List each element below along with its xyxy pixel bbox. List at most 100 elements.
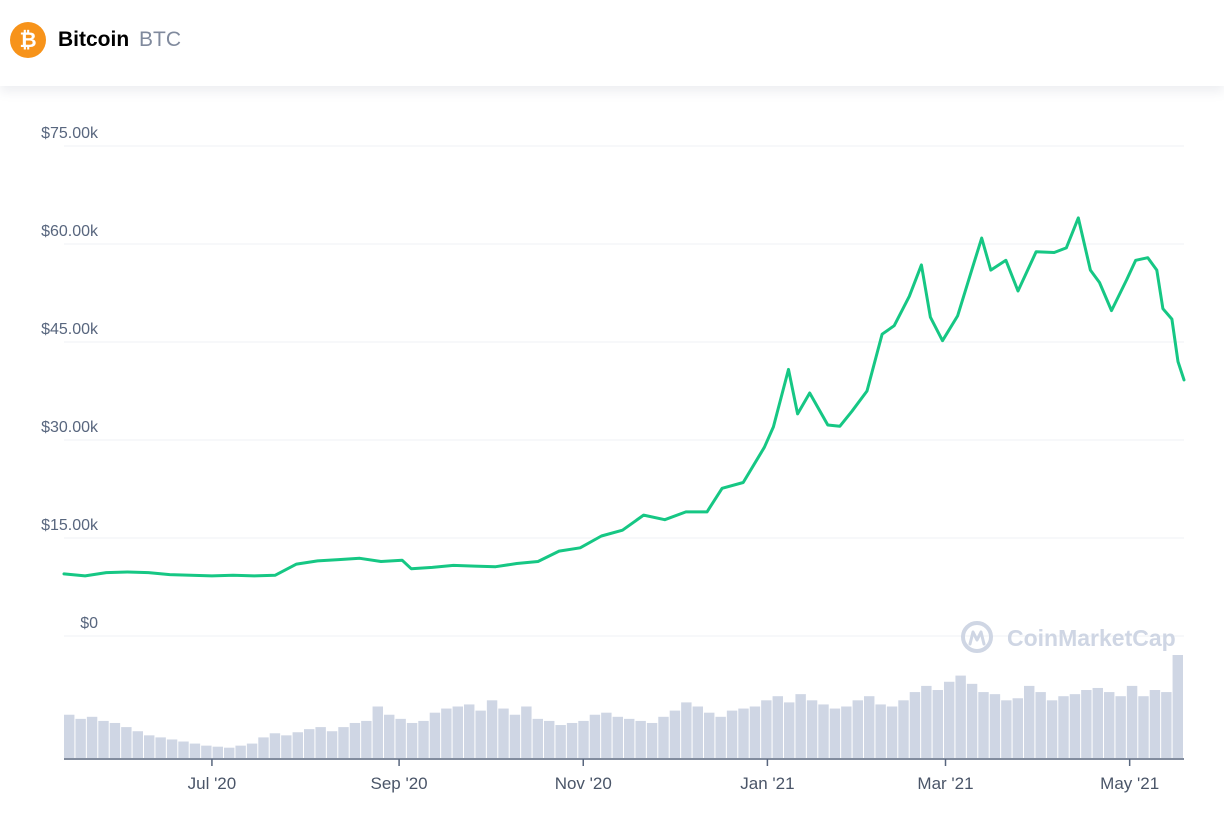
volume-bar [612, 716, 623, 758]
volume-bar [315, 727, 326, 758]
volume-bar [772, 696, 783, 758]
x-tick-label: Sep '20 [371, 774, 428, 793]
volume-bar [109, 722, 121, 758]
volume-bar [726, 710, 738, 758]
volume-bar [452, 706, 463, 758]
watermark-text: CoinMarketCap [1007, 625, 1176, 651]
volume-bar [121, 727, 132, 758]
volume-bar [1138, 696, 1149, 758]
volume-bar [349, 722, 361, 758]
volume-bar [338, 727, 349, 758]
volume-bar [1092, 687, 1103, 758]
volume-bar [1172, 655, 1183, 758]
volume-bar [132, 731, 143, 758]
volume-bar [589, 714, 601, 758]
x-tick-label: Nov '20 [555, 774, 612, 793]
volume-bar [521, 706, 532, 758]
volume-bar [989, 694, 1001, 758]
volume-bar [738, 708, 749, 758]
volume-bar [189, 743, 201, 758]
volume-bar [1081, 690, 1092, 758]
y-tick-label: $75.00k [41, 125, 99, 142]
volume-bar [875, 704, 886, 758]
volume-bar [681, 702, 692, 758]
y-tick-label: $0 [80, 615, 98, 632]
volume-bar [669, 710, 681, 758]
volume-bar [98, 720, 109, 758]
volume-bar [361, 720, 372, 758]
watermark: CoinMarketCap [961, 621, 1176, 653]
volume-bar [1104, 692, 1115, 758]
volume-bar [144, 735, 155, 758]
price-line [62, 216, 1186, 578]
volume-bar [818, 704, 829, 758]
volume-bar [1024, 685, 1035, 758]
coin-symbol: BTC [139, 28, 181, 51]
volume-bar [201, 745, 212, 758]
volume-bar [464, 704, 475, 758]
y-tick-label: $45.00k [41, 321, 99, 338]
volume-bar [715, 716, 726, 758]
volume-bar [555, 725, 566, 758]
y-axis-labels: $0 $15.00k $30.00k $45.00k $60.00k $75.00k [41, 125, 99, 632]
volume-bar [509, 714, 521, 758]
volume-bar [178, 741, 189, 758]
volume-bar [418, 720, 429, 758]
coinmarketcap-logo-icon [961, 621, 993, 653]
volume-bar [749, 706, 761, 758]
volume-bar [1069, 694, 1081, 758]
volume-bar [658, 716, 669, 758]
volume-bars [64, 655, 1183, 758]
volume-bar [292, 732, 303, 758]
volume-bar [86, 716, 98, 758]
volume-bar [1161, 692, 1172, 758]
volume-bar [692, 706, 703, 758]
volume-bar [372, 706, 383, 758]
volume-bar [806, 700, 818, 758]
coin-name: Bitcoin [58, 28, 130, 51]
volume-bar [395, 718, 406, 758]
volume-bar [544, 720, 555, 758]
x-tick-label: May '21 [1100, 774, 1159, 793]
volume-bar [475, 710, 486, 758]
volume-bar [429, 712, 441, 758]
volume-bar [635, 720, 646, 758]
volume-bar [864, 696, 875, 758]
volume-bar [441, 708, 452, 758]
price-series [62, 216, 1186, 578]
y-tick-label: $60.00k [41, 223, 99, 240]
volume-bar [601, 712, 612, 758]
volume-bar [966, 683, 978, 758]
volume-bar [269, 733, 281, 758]
volume-bar [932, 690, 943, 758]
volume-bar [1035, 692, 1046, 758]
volume-bar [624, 718, 635, 758]
volume-bar [578, 720, 589, 758]
volume-bar [886, 706, 898, 758]
volume-bar [898, 700, 909, 758]
volume-bar [566, 722, 578, 758]
volume-bar [1058, 696, 1069, 758]
volume-bar [281, 735, 292, 758]
x-tick-label: Jan '21 [740, 774, 794, 793]
volume-bar [304, 729, 315, 758]
volume-bar [166, 739, 178, 758]
volume-bar [921, 685, 932, 758]
grid-lines [64, 145, 1184, 637]
volume-bar [155, 737, 166, 758]
volume-bar [406, 722, 418, 758]
volume-bar [246, 743, 258, 758]
volume-bar [1001, 700, 1012, 758]
volume-bar [498, 708, 509, 758]
volume-bar [955, 675, 966, 758]
volume-bar [978, 692, 989, 758]
volume-bar [761, 700, 772, 758]
x-axis: Jul '20 Sep '20 Nov '20 Jan '21 Mar '21 May '… [64, 758, 1184, 793]
volume-bar [704, 712, 715, 758]
x-tick-label: Jul '20 [188, 774, 237, 793]
volume-bar [1046, 700, 1058, 758]
volume-bar [852, 700, 863, 758]
volume-bar [64, 714, 75, 758]
volume-bar [1012, 698, 1023, 758]
